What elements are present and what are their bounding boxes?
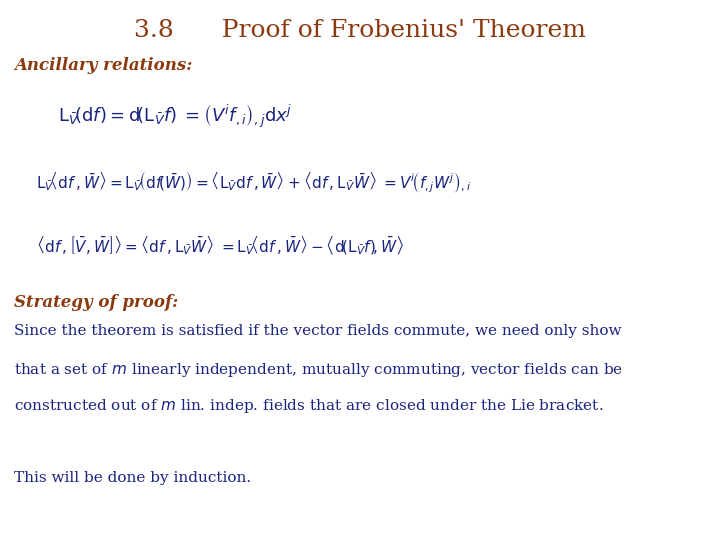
Text: Strategy of proof:: Strategy of proof:	[14, 294, 179, 311]
Text: Since the theorem is satisfied if the vector fields commute, we need only show: Since the theorem is satisfied if the ve…	[14, 324, 622, 338]
Text: This will be done by induction.: This will be done by induction.	[14, 471, 251, 485]
Text: $\mathsf{L}_{\bar{V}}\!\left\langle \mathrm{d}f\,,\bar{W}\right\rangle= \mathsf{: $\mathsf{L}_{\bar{V}}\!\left\langle \mat…	[36, 170, 471, 195]
Text: that a set of $m$ linearly independent, mutually commuting, vector fields can be: that a set of $m$ linearly independent, …	[14, 361, 624, 379]
Text: Ancillary relations:: Ancillary relations:	[14, 57, 193, 73]
Text: constructed out of $m$ lin. indep. fields that are closed under the Lie bracket.: constructed out of $m$ lin. indep. field…	[14, 397, 604, 415]
Text: $\left\langle \mathrm{d}f\,,\left[\bar{V},\bar{W}\right]\right\rangle= \left\lan: $\left\langle \mathrm{d}f\,,\left[\bar{V…	[36, 235, 405, 257]
Text: $\mathsf{L}_{\bar{V}}\!\left(\mathrm{d}f\right)= \mathrm{d}\!\left(\mathsf{L}_{\: $\mathsf{L}_{\bar{V}}\!\left(\mathrm{d}f…	[58, 103, 292, 130]
Text: 3.8      Proof of Frobenius' Theorem: 3.8 Proof of Frobenius' Theorem	[134, 19, 586, 42]
